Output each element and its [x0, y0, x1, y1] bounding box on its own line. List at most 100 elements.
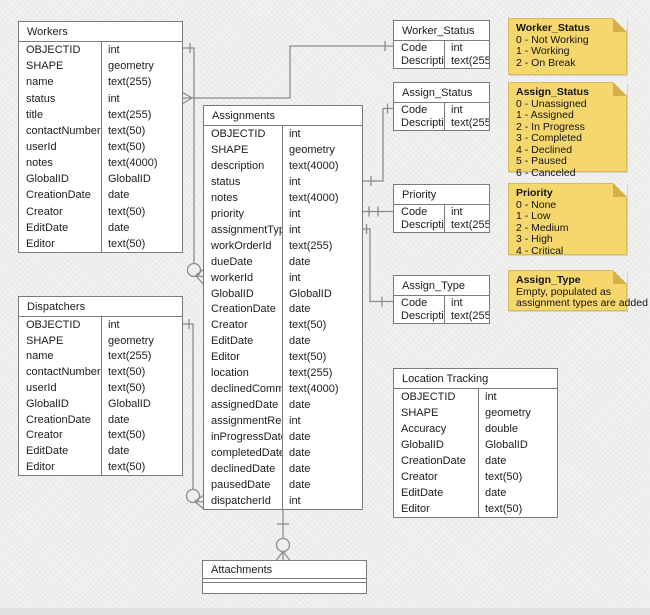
- note-title: Worker_Status: [516, 22, 590, 34]
- connector-workers-assignments[interactable]: [183, 43, 204, 285]
- field-type: text(255): [282, 237, 362, 254]
- field-type: int: [101, 90, 182, 107]
- field-name: declinedDate: [211, 462, 276, 475]
- field-type: text(50): [282, 349, 362, 366]
- note-priority[interactable]: Priority 0 - None 1 - Low 2 - Medium 3 - Hi…: [508, 183, 627, 256]
- table-workers[interactable]: Workers OBJECTID int SHAPE geometry name…: [18, 21, 183, 253]
- field-type: text(4000): [282, 157, 362, 174]
- note-title: Priority: [516, 187, 553, 199]
- table-row: Editor text(50): [204, 349, 362, 366]
- connector-assignments-attachments[interactable]: [277, 510, 290, 560]
- field-name: completedDate: [211, 447, 282, 460]
- table-title: Priority: [394, 185, 489, 205]
- field-name: Description: [401, 117, 444, 130]
- field-type: GlobalID: [101, 171, 182, 188]
- field-type: date: [282, 476, 362, 493]
- table-row: GlobalID GlobalID: [19, 171, 182, 188]
- field-type: int: [478, 389, 557, 405]
- connector-assignments-assign-type[interactable]: [363, 224, 393, 307]
- note-line: 1 - Low: [516, 210, 551, 222]
- field-name: description: [211, 159, 265, 172]
- table-row: declinedComment text(4000): [204, 381, 362, 398]
- table-row: workerId int: [204, 269, 362, 286]
- connector-assignments-priority[interactable]: [363, 207, 393, 217]
- table-worker-status[interactable]: Worker_Status Code int Description text(…: [393, 20, 490, 69]
- field-type: text(4000): [101, 155, 182, 172]
- connector-workers-worker-status[interactable]: [183, 41, 393, 104]
- field-name: Code: [401, 41, 428, 54]
- note-line: 1 - Assigned: [516, 109, 574, 121]
- field-name: CreationDate: [26, 189, 91, 202]
- table-row: SHAPE geometry: [19, 58, 182, 75]
- field-type: text(255): [444, 309, 489, 323]
- table-priority[interactable]: Priority Code int Description text(255): [393, 184, 490, 233]
- table-row: name text(255): [19, 74, 182, 91]
- table-assign-status[interactable]: Assign_Status Code int Description text(…: [393, 82, 490, 131]
- field-type: date: [282, 461, 362, 477]
- field-type: int: [282, 269, 362, 286]
- field-name: EditDate: [401, 487, 444, 499]
- zero-circle: [187, 490, 200, 503]
- folded-corner-icon: [613, 183, 627, 197]
- field-name: EditDate: [26, 445, 69, 458]
- note-assign-type[interactable]: Assign_Type Empty, populated as assignmen…: [508, 270, 648, 311]
- table-row: name text(255): [19, 348, 182, 365]
- field-name: Code: [401, 205, 428, 218]
- field-name: userId: [26, 141, 57, 154]
- table-row: OBJECTID int: [394, 389, 557, 405]
- connector-assignments-assign-status[interactable]: [363, 104, 393, 187]
- field-name: SHAPE: [26, 334, 64, 347]
- field-type: text(50): [478, 501, 557, 517]
- field-name: Description: [401, 55, 444, 68]
- table-row: assignmentRead int: [204, 413, 362, 430]
- field-name: OBJECTID: [26, 44, 81, 57]
- table-row: OBJECTID int: [19, 42, 182, 59]
- table-assign-type[interactable]: Assign_Type Code int Description text(25…: [393, 275, 490, 324]
- table-location-tracking[interactable]: Location Tracking OBJECTID int SHAPE geo…: [393, 368, 558, 518]
- table-row: dueDate date: [204, 253, 362, 270]
- table-attachments[interactable]: Attachments: [202, 560, 367, 594]
- table-row: contactNumber text(50): [19, 122, 182, 139]
- field-name: name: [26, 76, 54, 89]
- field-type: geometry: [282, 141, 362, 158]
- field-name: location: [211, 367, 249, 380]
- note-assign-status[interactable]: Assign_Status 0 - Unassigned 1 - Assigned…: [508, 82, 627, 178]
- field-type: date: [478, 485, 557, 501]
- table-row: status int: [19, 90, 182, 107]
- table-row: workOrderId text(255): [204, 237, 362, 254]
- field-type: text(50): [101, 235, 182, 253]
- field-type: geometry: [478, 405, 557, 421]
- field-type: text(255): [101, 348, 182, 365]
- table-dispatchers[interactable]: Dispatchers OBJECTID int SHAPE geometry …: [18, 296, 183, 476]
- field-name: assignmentType: [211, 223, 282, 236]
- field-type: text(50): [101, 459, 182, 475]
- table-row: pausedDate date: [204, 476, 362, 493]
- field-name: CreationDate: [401, 455, 466, 467]
- note-worker-status[interactable]: Worker_Status 0 - Not Working 1 - Working…: [508, 18, 627, 75]
- note-line: 3 - High: [516, 233, 553, 245]
- field-name: Code: [401, 103, 428, 116]
- field-name: Editor: [26, 461, 55, 474]
- connector-dispatchers-assignments[interactable]: [183, 319, 204, 509]
- field-type: text(50): [478, 469, 557, 485]
- field-type: int: [282, 205, 362, 222]
- field-name: Editor: [26, 237, 55, 250]
- field-name: dispatcherId: [211, 494, 271, 507]
- field-type: text(4000): [282, 381, 362, 398]
- table-row: Code int: [394, 103, 489, 117]
- table-row: SHAPE geometry: [204, 141, 362, 158]
- table-title: Assign_Type: [394, 276, 489, 296]
- field-name: Accuracy: [401, 423, 447, 435]
- table-assignments[interactable]: Assignments OBJECTID int SHAPE geometry …: [203, 105, 363, 510]
- zero-circle: [277, 539, 290, 552]
- field-type: text(4000): [282, 189, 362, 206]
- crow-foot: [183, 93, 192, 104]
- table-row: OBJECTID int: [19, 317, 182, 333]
- field-type: int: [282, 221, 362, 238]
- table-row: Description text(255): [394, 116, 489, 130]
- field-name: CreationDate: [211, 303, 276, 316]
- table-row: completedDate date: [204, 445, 362, 462]
- field-name: declinedComment: [211, 383, 282, 396]
- field-type: date: [101, 187, 182, 204]
